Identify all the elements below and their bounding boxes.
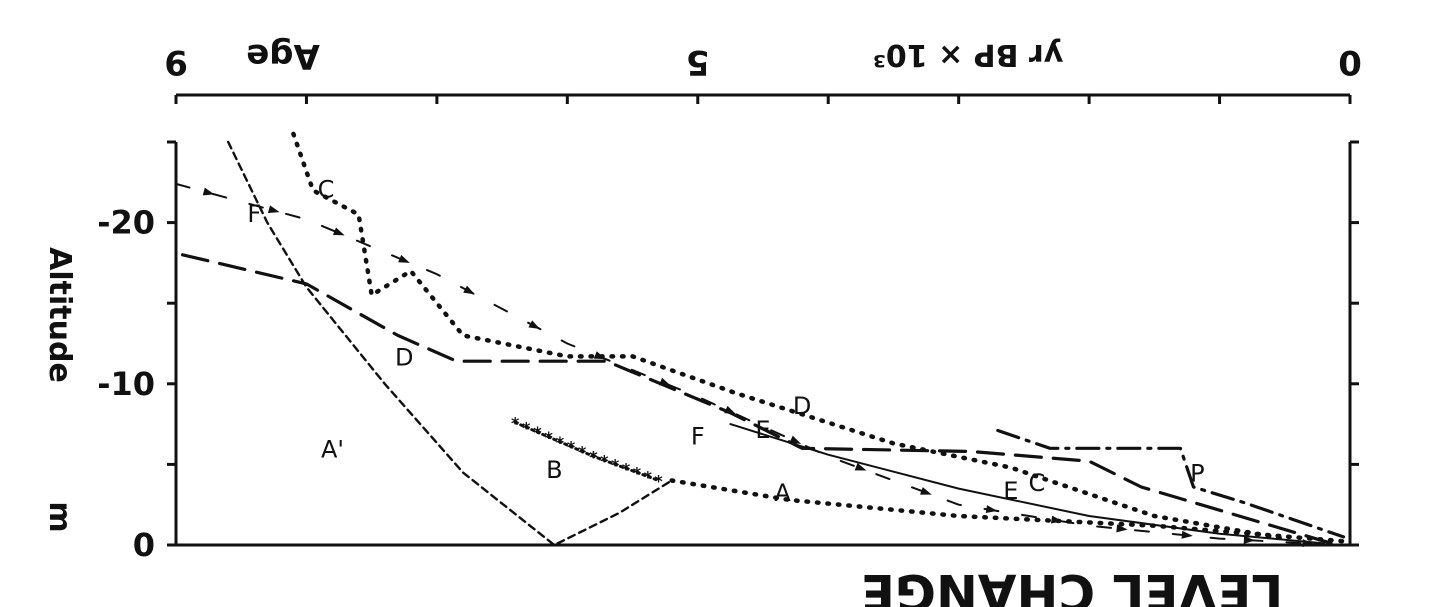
- series-c-line-3: [291, 131, 1288, 541]
- series-f-arrow-mark: [724, 405, 736, 415]
- series-b-star-mark: *: [578, 443, 587, 462]
- y-axis-label: Altitude: [42, 247, 77, 383]
- series-f-arrow-mark: [1181, 530, 1193, 539]
- series-b-star-mark: *: [533, 423, 542, 442]
- series-b-star-mark: *: [567, 438, 576, 457]
- series-b-star-mark: *: [622, 459, 631, 478]
- series-b-star-mark: *: [511, 414, 520, 433]
- series-f-arrow-mark: [1302, 539, 1314, 548]
- series-b-star-mark: *: [545, 428, 554, 447]
- series-f-arrow-mark: [1243, 535, 1255, 544]
- series-f-arrow-mark: [659, 377, 671, 386]
- curve-label-e: E: [1003, 477, 1018, 505]
- curve-label-e: E: [755, 416, 770, 444]
- series-f-arrow-mark: [202, 187, 215, 196]
- bottom-cut-label: LEVEL CHANGE: [861, 563, 1283, 607]
- series-b-star-mark: *: [522, 418, 531, 437]
- curve-label-aprime: A': [321, 435, 344, 463]
- curve-label-c: C: [1029, 469, 1046, 497]
- curve-label-a: A: [774, 479, 791, 507]
- top-age-label: Age: [246, 36, 320, 76]
- y-tick-label: 0: [133, 526, 155, 564]
- series-f-arrow-mark: [920, 487, 932, 495]
- series-f-arrow-mark: [332, 227, 345, 236]
- series-f-line-6: [175, 182, 1338, 546]
- series-b-star-mark: *: [556, 433, 565, 452]
- series-f-arrow-mark: [789, 435, 802, 444]
- curve-label-d: D: [395, 343, 413, 371]
- series-b-star-mark: *: [589, 447, 598, 466]
- series-b-star-mark: *: [654, 472, 663, 491]
- y-tick-label: -20: [97, 204, 155, 242]
- curve-label-p: P: [1190, 460, 1204, 488]
- series-b-star-mark: *: [633, 464, 642, 483]
- series-b-line-2: [513, 421, 661, 482]
- curve-label-f: F: [691, 422, 705, 450]
- x-tick-label: 5: [686, 42, 710, 82]
- curve-label-c: C: [318, 176, 335, 204]
- top-unit-label: yr BP × 10³: [873, 37, 1064, 72]
- series-b-star-mark: *: [644, 468, 653, 487]
- curves: * * * * * * * ** * * * * * *: [175, 131, 1353, 548]
- series-f-arrow-mark: [398, 254, 410, 263]
- series-b-star-mark: *: [600, 451, 609, 470]
- y-tick-label: -10: [97, 365, 155, 403]
- y-unit-label: m: [42, 501, 77, 532]
- series-f-arrow-mark: [854, 462, 867, 471]
- curve-label-d: D: [793, 392, 811, 420]
- series-b-star-mark: *: [611, 455, 620, 474]
- axes: 9 5 0 0 -10 -20: [97, 42, 1362, 564]
- series-a-line-0: [227, 140, 673, 547]
- series-f-arrow-mark: [267, 205, 280, 214]
- series-b-star-mark: *: [589, 447, 598, 466]
- series-f-arrow-mark: [1050, 515, 1063, 524]
- series-f-arrow-mark: [1116, 524, 1128, 533]
- x-tick-label: 9: [164, 42, 188, 82]
- curve-label-b: B: [546, 456, 562, 484]
- x-tick-label: 0: [1338, 42, 1362, 82]
- series-f-arrow-mark: [985, 505, 998, 514]
- series-f-arrow-mark: [593, 351, 606, 360]
- series-f-arrow-mark: [463, 285, 475, 295]
- curve-label-f: F: [247, 200, 261, 228]
- series-f-arrow-mark: [528, 320, 540, 330]
- series-p-line-7: [996, 428, 1346, 539]
